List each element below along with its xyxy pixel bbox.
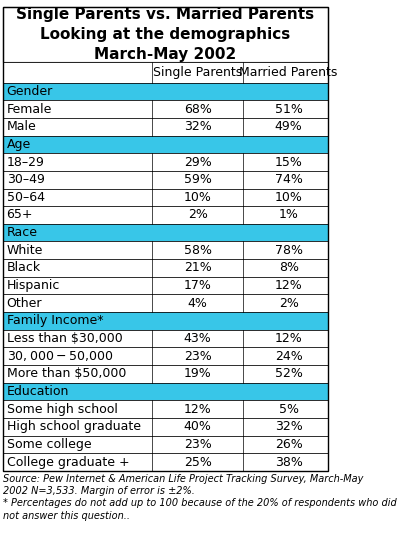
Text: Less than $30,000: Less than $30,000 (7, 332, 122, 345)
Text: 12%: 12% (274, 279, 302, 292)
Text: 17%: 17% (183, 279, 211, 292)
Text: 49%: 49% (274, 120, 302, 133)
Text: 2%: 2% (278, 297, 298, 310)
Text: 5%: 5% (278, 402, 298, 416)
Text: 1%: 1% (278, 208, 298, 222)
Text: 8%: 8% (278, 261, 298, 274)
Bar (3, 383, 327, 400)
Text: 18–29: 18–29 (7, 156, 45, 168)
Text: Black: Black (7, 261, 40, 274)
Text: 58%: 58% (183, 244, 211, 257)
Bar (3, 100, 327, 118)
Bar (3, 118, 327, 135)
Text: Education: Education (7, 385, 69, 398)
Bar (3, 400, 327, 418)
Text: Some high school: Some high school (7, 402, 117, 416)
Text: 21%: 21% (183, 261, 211, 274)
Text: Other: Other (7, 297, 42, 310)
Text: 10%: 10% (183, 191, 211, 204)
Text: 10%: 10% (274, 191, 302, 204)
Text: 19%: 19% (183, 367, 211, 381)
Text: 26%: 26% (274, 438, 302, 451)
Text: High school graduate: High school graduate (7, 421, 140, 433)
Text: 52%: 52% (274, 367, 302, 381)
Bar (3, 312, 327, 330)
Bar (3, 206, 327, 224)
Bar (3, 259, 327, 277)
Text: 74%: 74% (274, 173, 302, 186)
Text: 43%: 43% (183, 332, 211, 345)
Bar (3, 453, 327, 471)
Bar (3, 418, 327, 435)
Text: 32%: 32% (274, 421, 302, 433)
Text: 65+: 65+ (7, 208, 33, 222)
Text: More than $50,000: More than $50,000 (7, 367, 126, 381)
Text: Single Parents: Single Parents (153, 66, 242, 79)
Text: 29%: 29% (183, 156, 211, 168)
Text: 51%: 51% (274, 102, 302, 116)
Text: 50–64: 50–64 (7, 191, 45, 204)
Text: 23%: 23% (183, 438, 211, 451)
Bar (3, 348, 327, 365)
Text: Source: Pew Internet & American Life Project Tracking Survey, March-May
2002 N=3: Source: Pew Internet & American Life Pro… (3, 473, 396, 521)
Text: Single Parents vs. Married Parents
Looking at the demographics
March-May 2002: Single Parents vs. Married Parents Looki… (16, 7, 314, 62)
Text: Some college: Some college (7, 438, 91, 451)
Text: $30,000-$50,000: $30,000-$50,000 (7, 349, 113, 363)
Text: Race: Race (7, 226, 38, 239)
Text: Family Income*: Family Income* (7, 314, 103, 327)
Bar (3, 277, 327, 294)
Bar (3, 294, 327, 312)
Text: 4%: 4% (187, 297, 207, 310)
Text: 15%: 15% (274, 156, 302, 168)
Bar (3, 365, 327, 383)
Text: 40%: 40% (183, 421, 211, 433)
Text: 78%: 78% (274, 244, 302, 257)
Bar (3, 171, 327, 189)
Text: 2%: 2% (187, 208, 207, 222)
Bar (3, 83, 327, 100)
Text: Gender: Gender (7, 85, 53, 98)
Text: 68%: 68% (183, 102, 211, 116)
Bar (3, 435, 327, 453)
Text: White: White (7, 244, 43, 257)
Bar (3, 241, 327, 259)
Text: 59%: 59% (183, 173, 211, 186)
Bar (3, 135, 327, 153)
Bar (3, 153, 327, 171)
Text: 32%: 32% (183, 120, 211, 133)
Text: 12%: 12% (274, 332, 302, 345)
Text: 38%: 38% (274, 456, 302, 469)
Bar (3, 62, 327, 83)
Text: 23%: 23% (183, 350, 211, 362)
Text: 25%: 25% (183, 456, 211, 469)
Text: Age: Age (7, 138, 31, 151)
Text: Female: Female (7, 102, 52, 116)
Text: Married Parents: Married Parents (239, 66, 337, 79)
Bar (3, 189, 327, 206)
Bar (3, 224, 327, 241)
Text: Hispanic: Hispanic (7, 279, 60, 292)
Text: Male: Male (7, 120, 36, 133)
Text: College graduate +: College graduate + (7, 456, 129, 469)
Bar (3, 7, 327, 62)
Text: 12%: 12% (183, 402, 211, 416)
Text: 30–49: 30–49 (7, 173, 45, 186)
Text: 24%: 24% (274, 350, 302, 362)
Bar (3, 330, 327, 348)
